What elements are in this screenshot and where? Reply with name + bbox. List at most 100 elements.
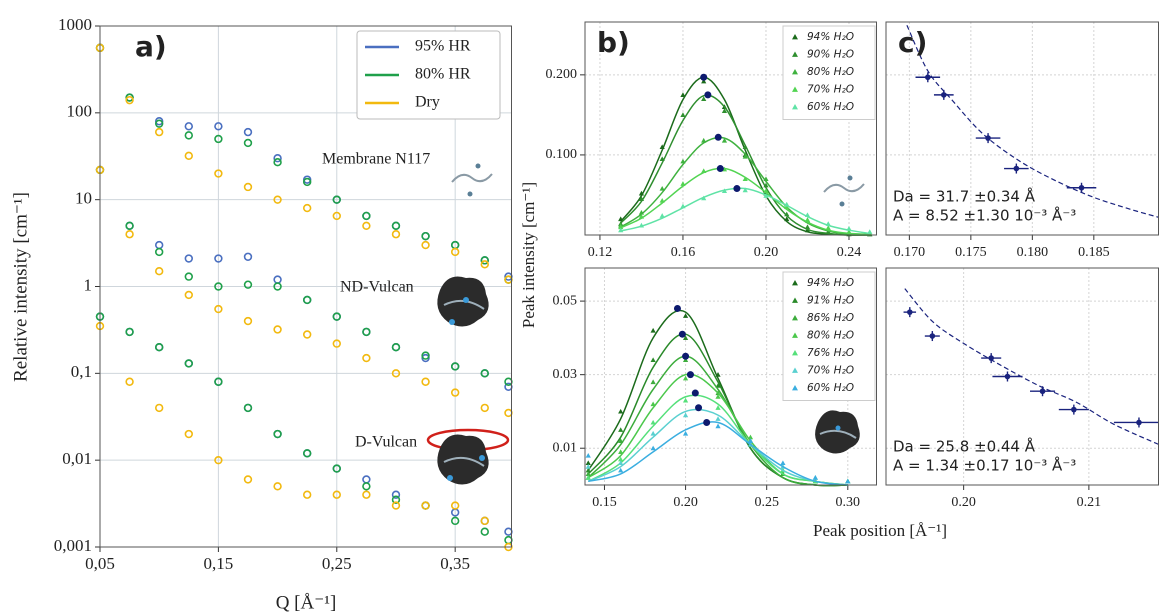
x-tick-label: 0,15 [204,554,234,573]
data-point [1039,388,1046,395]
icon-dot [839,201,845,207]
legend-label: 80% H₂O [807,330,854,342]
data-point [391,230,401,239]
series-points [95,165,513,418]
data-point [680,158,686,164]
y-axis-label: Relative intensity [cm⁻¹] [10,192,31,382]
y-tick-label: 0.200 [546,67,578,82]
data-point [391,490,401,499]
legend-label: 60% H₂O [807,382,854,394]
y-axis-label: Peak intensity [cm⁻¹] [519,182,538,328]
data-point [421,501,430,510]
data-point [125,230,134,239]
legend-label: 90% H₂O [807,49,854,61]
icon-dot [475,163,481,169]
data-point [825,225,831,230]
data-point [659,213,665,218]
x-tick-label: 0.170 [894,245,926,260]
data-point [715,423,721,429]
data-point [125,93,134,102]
plot-frame [99,25,512,548]
data-point [682,412,689,418]
data-point [763,176,769,182]
data-point [184,122,193,131]
data-point [763,182,769,188]
data-point [214,134,223,144]
data-point [680,181,686,186]
data-point [618,438,624,443]
data-point [154,342,164,352]
legend-marker [792,86,798,92]
data-point [391,501,401,510]
membrane-icon [451,163,865,207]
data-point [659,197,665,203]
nd-vulcan-icon [437,276,489,327]
data-point [618,449,624,454]
icon-dot [467,191,473,197]
data-point [638,209,645,215]
data-point [125,95,134,105]
data-point [332,490,341,499]
x-axis-label: Q [Å⁻¹] [276,592,337,613]
data-point [845,478,851,484]
data-point [985,135,991,141]
y-tick-label: 0.05 [553,293,578,308]
data-point [585,467,591,473]
data-point [618,456,624,462]
data-point [273,282,282,291]
polymer-chain [451,173,493,183]
data-point [362,211,371,221]
data-point [618,460,624,466]
y-tick-label: 0,01 [62,449,92,468]
legend-marker [792,104,798,110]
fit-line [587,394,848,486]
annotation: Da = 31.7 ±0.34 Å [893,187,1036,206]
legend-label: 60% H₂O [807,101,854,113]
legend-label: 70% H₂O [807,84,854,96]
data-point [784,204,790,210]
data-point [332,339,341,348]
data-point [763,193,769,198]
data-point [638,222,645,228]
data-point [243,138,253,148]
error-point [933,89,954,100]
data-point [391,221,401,231]
y-tick-label: 0.100 [546,147,578,162]
data-point [659,185,665,191]
data-point [585,460,591,466]
legend-marker [792,367,798,373]
y-tick-label: 1000 [58,15,92,34]
legend-label: 80% H₂O [807,66,854,78]
data-point [154,119,164,128]
peak-marker [682,352,690,360]
data-point [302,330,312,339]
data-point [715,394,721,399]
data-point [273,195,282,204]
data-point [742,144,748,149]
data-point [715,416,721,421]
data-point [184,359,193,368]
legend-label: 80% HR [415,66,471,83]
y-tick-label: 100 [67,102,93,121]
x-tick-label: 0.30 [836,495,861,510]
y-tick-label: 10 [75,189,92,208]
data-point [701,195,707,201]
fit-line [587,355,848,487]
data-point [243,475,253,484]
data-point [273,482,282,491]
data-point [763,188,769,194]
peak-marker [673,304,681,312]
data-point [184,290,193,300]
peak-marker [691,389,699,397]
peak-marker [733,185,741,193]
legend-marker [792,69,798,75]
data-point [450,501,460,510]
data-point [480,256,489,265]
peak-marker [678,330,686,338]
legend-marker [792,51,798,57]
data-point [273,429,282,439]
legend-label: 94% H₂O [807,277,854,289]
legend-label: Dry [415,94,440,111]
data-point [650,327,656,333]
legend-marker [792,315,798,321]
